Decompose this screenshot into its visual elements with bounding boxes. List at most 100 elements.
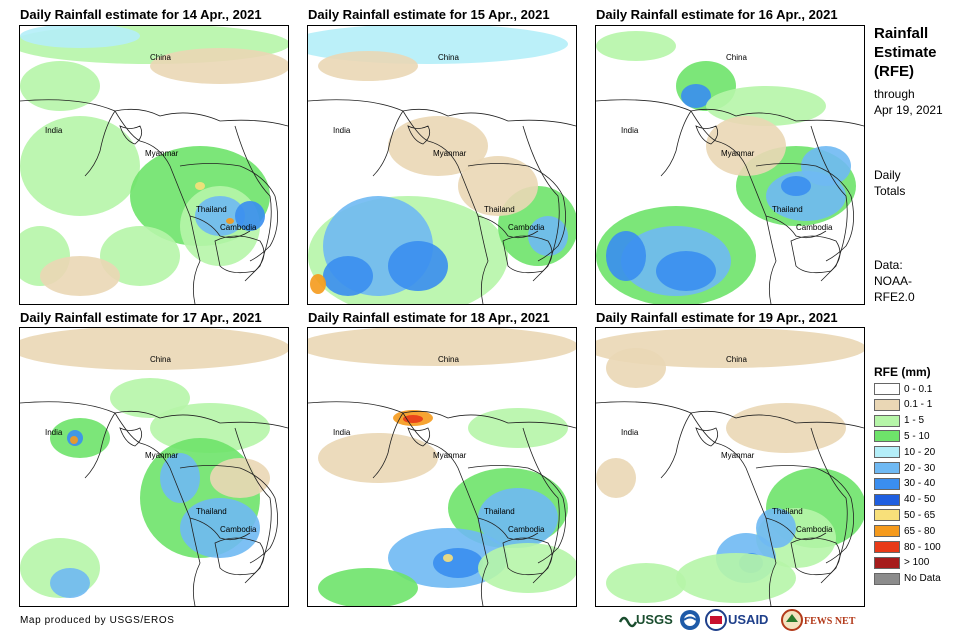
sidebar-data-source: Data: NOAA- RFE2.0 [874, 257, 915, 305]
legend-label: 10 - 20 [904, 446, 936, 458]
sidebar-daily: Daily [874, 168, 901, 182]
country-label-china: China [438, 53, 459, 62]
panel-title-4: Daily Rainfall estimate for 17 Apr., 202… [20, 310, 262, 325]
country-border [234, 427, 272, 584]
sidebar-title-line-1: Rainfall [874, 25, 929, 42]
country-border [695, 125, 719, 145]
rainfall-area [180, 498, 260, 558]
sidebar-title: Rainfall Estimate (RFE) [874, 24, 937, 81]
country-border [402, 412, 489, 606]
country-border [407, 125, 431, 145]
legend-swatch [874, 477, 900, 490]
rainfall-map-15-apr: China India Myanmar Thailand Cambodia [307, 25, 577, 305]
rainfall-area [210, 458, 270, 498]
rainfall-area [433, 548, 483, 578]
rainfall-area [596, 31, 676, 61]
legend-label: No Data [904, 573, 941, 585]
country-label-china: China [150, 53, 171, 62]
usgs-logo-text: USGS [636, 612, 673, 627]
rainfall-area [308, 328, 576, 366]
rainfall-area [110, 378, 190, 418]
country-border [660, 412, 692, 479]
legend-label: 65 - 80 [904, 525, 936, 537]
country-label-cambodia: Cambodia [796, 223, 833, 232]
rainfall-area [681, 84, 711, 108]
country-label-myanmar: Myanmar [145, 451, 179, 460]
rainfall-area [20, 61, 100, 111]
legend-item: 40 - 50 [874, 493, 935, 507]
country-label-thailand: Thailand [196, 205, 227, 214]
usaid-logo: USAID [728, 612, 768, 627]
sidebar-title-line-3: (RFE) [874, 63, 914, 80]
country-label-thailand: Thailand [772, 507, 803, 516]
legend-item: 10 - 20 [874, 445, 935, 459]
rainfall-area [606, 348, 666, 388]
rainfall-area [150, 48, 288, 84]
country-border [20, 401, 288, 429]
country-border [522, 125, 560, 282]
rainfall-area [150, 403, 270, 453]
country-label-thailand: Thailand [772, 205, 803, 214]
sidebar-totals: Totals [874, 184, 906, 198]
map-canvas [20, 26, 288, 304]
country-label-cambodia: Cambodia [220, 525, 257, 534]
legend-item: 65 - 80 [874, 524, 935, 538]
legend-item: 1 - 5 [874, 414, 924, 428]
country-label-myanmar: Myanmar [721, 149, 755, 158]
country-border [119, 427, 143, 447]
rainfall-area [195, 196, 245, 236]
country-border [690, 110, 777, 304]
country-label-india: India [621, 126, 639, 135]
rainfall-area [606, 231, 646, 281]
usaid-seal-icon [705, 609, 727, 631]
country-border [765, 215, 827, 239]
country-label-india: India [333, 126, 351, 135]
legend-title: RFE (mm) [874, 365, 931, 379]
rainfall-area [310, 274, 326, 294]
country-label-china: China [150, 355, 171, 364]
country-label-india: India [45, 428, 63, 437]
legend-item: 0.1 - 1 [874, 398, 932, 412]
country-border [234, 125, 272, 282]
country-border [810, 125, 848, 282]
rainfall-area [528, 216, 568, 256]
country-border [407, 427, 431, 447]
country-label-china: China [726, 53, 747, 62]
rainfall-area [318, 568, 418, 606]
rainfall-area [20, 328, 288, 370]
legend-label: 80 - 100 [904, 541, 941, 553]
map-canvas [308, 328, 576, 606]
rainfall-area [403, 415, 423, 423]
legend-swatch [874, 446, 900, 459]
sidebar-through-label: through [874, 87, 915, 101]
rainfall-area [40, 256, 120, 296]
sidebar-through-date: Apr 19, 2021 [874, 103, 943, 117]
country-border [690, 412, 777, 606]
sidebar-title-line-2: Estimate [874, 44, 937, 61]
rainfall-area [323, 256, 373, 296]
country-border [596, 401, 864, 429]
fews-net-logo-text: FEWS NET [804, 616, 856, 627]
legend-label: 0 - 0.1 [904, 383, 933, 395]
rainfall-area [20, 26, 140, 48]
legend-item: 0 - 0.1 [874, 382, 932, 396]
country-label-india: India [45, 126, 63, 135]
country-label-thailand: Thailand [484, 205, 515, 214]
country-label-thailand: Thailand [196, 507, 227, 516]
country-label-myanmar: Myanmar [145, 149, 179, 158]
sidebar-daily-totals: Daily Totals [874, 167, 905, 199]
rainfall-area [388, 116, 488, 176]
legend-swatch [874, 462, 900, 474]
map-credit: Map produced by USGS/EROS [20, 615, 175, 626]
country-border [372, 412, 404, 479]
panel-title-2: Daily Rainfall estimate for 15 Apr., 202… [308, 7, 550, 22]
country-border [660, 110, 692, 177]
country-border [189, 215, 251, 239]
country-border [119, 125, 143, 145]
country-border [189, 517, 251, 541]
country-border [84, 412, 116, 479]
legend-swatch [874, 509, 900, 522]
agency-logos: USGS USAID FEWS NET [618, 609, 856, 631]
country-label-cambodia: Cambodia [508, 525, 545, 534]
legend-item: 80 - 100 [874, 540, 941, 554]
